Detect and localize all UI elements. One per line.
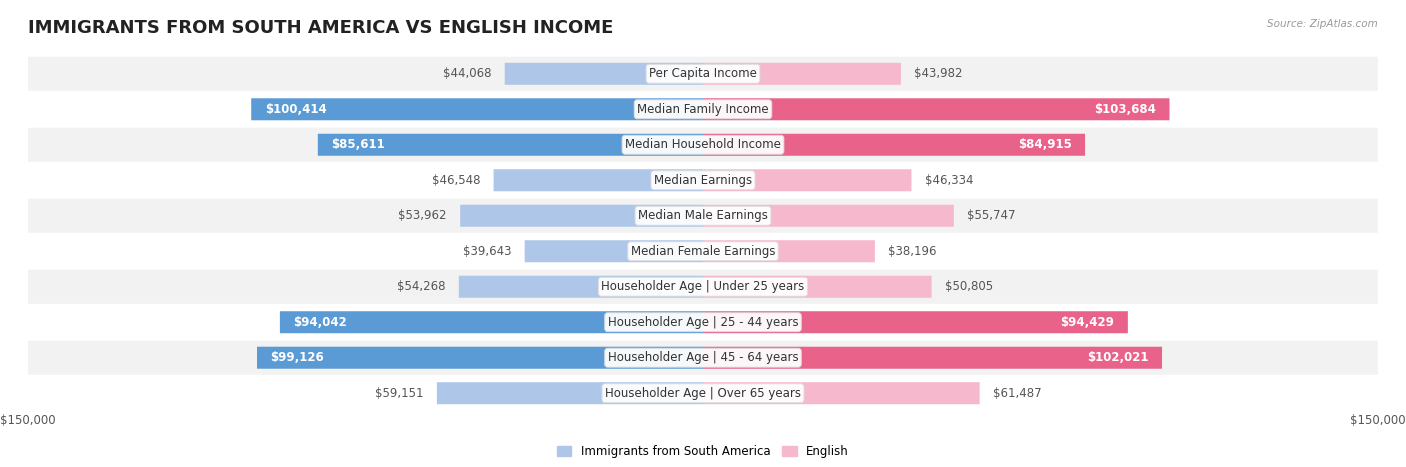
FancyBboxPatch shape [28,234,1378,268]
FancyBboxPatch shape [437,382,703,404]
FancyBboxPatch shape [28,57,1378,91]
FancyBboxPatch shape [28,305,1378,339]
Text: $94,042: $94,042 [294,316,347,329]
Text: $94,429: $94,429 [1060,316,1115,329]
FancyBboxPatch shape [703,311,1128,333]
Text: $55,747: $55,747 [967,209,1015,222]
Text: $100,414: $100,414 [264,103,326,116]
Text: Source: ZipAtlas.com: Source: ZipAtlas.com [1267,19,1378,28]
Legend: Immigrants from South America, English: Immigrants from South America, English [557,446,849,458]
FancyBboxPatch shape [28,270,1378,304]
FancyBboxPatch shape [28,341,1378,375]
FancyBboxPatch shape [280,311,703,333]
FancyBboxPatch shape [494,169,703,191]
Text: Median Earnings: Median Earnings [654,174,752,187]
Text: $59,151: $59,151 [375,387,423,400]
FancyBboxPatch shape [703,382,980,404]
FancyBboxPatch shape [703,98,1170,120]
FancyBboxPatch shape [505,63,703,85]
Text: Per Capita Income: Per Capita Income [650,67,756,80]
FancyBboxPatch shape [28,376,1378,410]
FancyBboxPatch shape [28,128,1378,162]
Text: Householder Age | Over 65 years: Householder Age | Over 65 years [605,387,801,400]
FancyBboxPatch shape [703,240,875,262]
Text: Median Household Income: Median Household Income [626,138,780,151]
Text: $43,982: $43,982 [914,67,963,80]
Text: IMMIGRANTS FROM SOUTH AMERICA VS ENGLISH INCOME: IMMIGRANTS FROM SOUTH AMERICA VS ENGLISH… [28,19,613,37]
Text: $38,196: $38,196 [889,245,936,258]
FancyBboxPatch shape [703,169,911,191]
FancyBboxPatch shape [460,205,703,227]
FancyBboxPatch shape [318,134,703,156]
FancyBboxPatch shape [458,276,703,298]
Text: $39,643: $39,643 [463,245,512,258]
FancyBboxPatch shape [703,63,901,85]
Text: Householder Age | 45 - 64 years: Householder Age | 45 - 64 years [607,351,799,364]
Text: $54,268: $54,268 [396,280,446,293]
Text: $103,684: $103,684 [1094,103,1156,116]
Text: Median Male Earnings: Median Male Earnings [638,209,768,222]
Text: Median Family Income: Median Family Income [637,103,769,116]
FancyBboxPatch shape [703,134,1085,156]
Text: $84,915: $84,915 [1018,138,1071,151]
Text: Householder Age | 25 - 44 years: Householder Age | 25 - 44 years [607,316,799,329]
Text: $99,126: $99,126 [270,351,325,364]
Text: $85,611: $85,611 [332,138,385,151]
FancyBboxPatch shape [28,163,1378,197]
Text: Householder Age | Under 25 years: Householder Age | Under 25 years [602,280,804,293]
FancyBboxPatch shape [703,205,953,227]
FancyBboxPatch shape [257,347,703,369]
FancyBboxPatch shape [28,92,1378,126]
FancyBboxPatch shape [703,276,932,298]
Text: $61,487: $61,487 [993,387,1042,400]
Text: $50,805: $50,805 [945,280,993,293]
Text: $102,021: $102,021 [1087,351,1149,364]
Text: Median Female Earnings: Median Female Earnings [631,245,775,258]
FancyBboxPatch shape [524,240,703,262]
FancyBboxPatch shape [703,347,1161,369]
Text: $53,962: $53,962 [398,209,447,222]
Text: $46,548: $46,548 [432,174,479,187]
Text: $46,334: $46,334 [925,174,973,187]
FancyBboxPatch shape [252,98,703,120]
Text: $44,068: $44,068 [443,67,491,80]
FancyBboxPatch shape [28,199,1378,233]
